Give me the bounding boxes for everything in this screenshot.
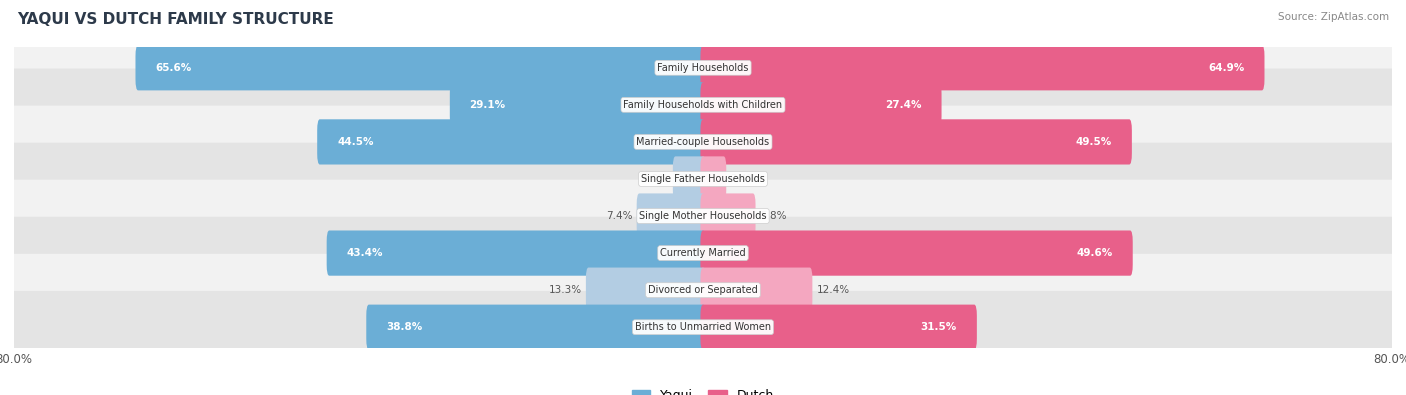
- FancyBboxPatch shape: [10, 143, 1396, 215]
- FancyBboxPatch shape: [10, 180, 1396, 252]
- Text: YAQUI VS DUTCH FAMILY STRUCTURE: YAQUI VS DUTCH FAMILY STRUCTURE: [17, 12, 333, 27]
- FancyBboxPatch shape: [700, 156, 727, 201]
- FancyBboxPatch shape: [10, 254, 1396, 327]
- FancyBboxPatch shape: [10, 32, 1396, 104]
- Text: 49.5%: 49.5%: [1076, 137, 1112, 147]
- Text: Source: ZipAtlas.com: Source: ZipAtlas.com: [1278, 12, 1389, 22]
- Text: 38.8%: 38.8%: [387, 322, 422, 332]
- FancyBboxPatch shape: [700, 82, 942, 128]
- Text: Married-couple Households: Married-couple Households: [637, 137, 769, 147]
- Text: Family Households: Family Households: [658, 63, 748, 73]
- Text: 13.3%: 13.3%: [548, 285, 582, 295]
- Legend: Yaqui, Dutch: Yaqui, Dutch: [627, 384, 779, 395]
- FancyBboxPatch shape: [10, 291, 1396, 363]
- FancyBboxPatch shape: [318, 119, 706, 164]
- FancyBboxPatch shape: [326, 231, 706, 276]
- Text: 12.4%: 12.4%: [817, 285, 849, 295]
- FancyBboxPatch shape: [700, 45, 1264, 90]
- Text: 2.4%: 2.4%: [731, 174, 756, 184]
- Text: 49.6%: 49.6%: [1077, 248, 1114, 258]
- Text: 65.6%: 65.6%: [155, 63, 191, 73]
- Text: 29.1%: 29.1%: [470, 100, 506, 110]
- FancyBboxPatch shape: [450, 82, 706, 128]
- FancyBboxPatch shape: [700, 119, 1132, 164]
- FancyBboxPatch shape: [586, 267, 706, 313]
- FancyBboxPatch shape: [700, 267, 813, 313]
- Text: 64.9%: 64.9%: [1208, 63, 1244, 73]
- FancyBboxPatch shape: [10, 105, 1396, 178]
- Text: Divorced or Separated: Divorced or Separated: [648, 285, 758, 295]
- Text: Births to Unmarried Women: Births to Unmarried Women: [636, 322, 770, 332]
- Text: 3.2%: 3.2%: [643, 174, 669, 184]
- Text: Single Mother Households: Single Mother Households: [640, 211, 766, 221]
- FancyBboxPatch shape: [10, 68, 1396, 141]
- FancyBboxPatch shape: [367, 305, 706, 350]
- FancyBboxPatch shape: [637, 194, 706, 239]
- Text: 27.4%: 27.4%: [886, 100, 922, 110]
- Text: 43.4%: 43.4%: [346, 248, 382, 258]
- Text: Family Households with Children: Family Households with Children: [623, 100, 783, 110]
- FancyBboxPatch shape: [673, 156, 706, 201]
- Text: 31.5%: 31.5%: [921, 322, 957, 332]
- Text: 7.4%: 7.4%: [606, 211, 633, 221]
- FancyBboxPatch shape: [135, 45, 706, 90]
- Text: Currently Married: Currently Married: [661, 248, 745, 258]
- FancyBboxPatch shape: [700, 231, 1133, 276]
- FancyBboxPatch shape: [700, 305, 977, 350]
- FancyBboxPatch shape: [10, 217, 1396, 290]
- Text: 5.8%: 5.8%: [759, 211, 786, 221]
- Text: 44.5%: 44.5%: [337, 137, 374, 147]
- FancyBboxPatch shape: [700, 194, 755, 239]
- Text: Single Father Households: Single Father Households: [641, 174, 765, 184]
